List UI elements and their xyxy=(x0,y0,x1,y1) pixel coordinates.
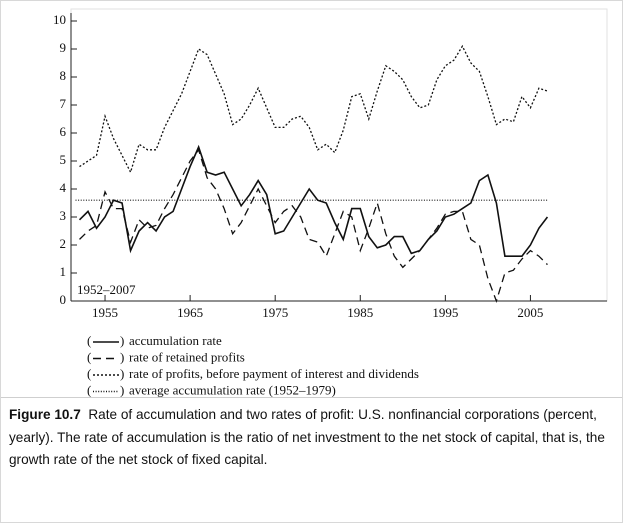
series-line xyxy=(78,144,549,257)
legend-paren: ) xyxy=(120,333,124,348)
y-tick-label: 3 xyxy=(60,208,67,223)
annotation: 1952–2007 xyxy=(77,282,136,297)
y-tick-label: 8 xyxy=(60,68,67,83)
legend-label: average accumulation rate (1952–1979) xyxy=(129,382,336,397)
y-tick-label: 1 xyxy=(60,264,67,279)
y-tick-label: 7 xyxy=(60,96,67,111)
legend-paren: ( xyxy=(87,333,91,348)
legend-label: accumulation rate xyxy=(129,333,222,348)
legend-label: rate of retained profits xyxy=(129,349,245,364)
chart: 0 1 2 3 4 5 6 7 8 9 10 1955 1965 1975 1985 1995 2005 1952… xyxy=(53,8,608,397)
legend-paren: ( xyxy=(87,382,91,397)
y-tick-label: 9 xyxy=(60,40,67,55)
x-tick-label: 1965 xyxy=(177,305,203,320)
legend-paren: ) xyxy=(120,366,124,381)
y-tick-label: 4 xyxy=(60,180,67,195)
y-tick-label: 0 xyxy=(60,292,67,307)
y-tick-label: 5 xyxy=(60,152,67,167)
x-tick-label: 1955 xyxy=(92,305,118,320)
y-tick-label: 2 xyxy=(60,236,67,251)
caption: Figure 10.7 Rate of accumulation and two… xyxy=(1,397,622,478)
caption-text: Rate of accumulation and two rates of pr… xyxy=(9,407,605,468)
x-tick-label: 2005 xyxy=(517,305,543,320)
legend-paren: ( xyxy=(87,349,91,364)
x-tick-label: 1985 xyxy=(347,305,373,320)
legend-label: rate of profits, before payment of inter… xyxy=(129,366,419,381)
y-tick-label: 6 xyxy=(60,124,67,139)
x-tick-label: 1995 xyxy=(432,305,458,320)
plot-frame xyxy=(70,8,608,302)
x-tick-label: 1975 xyxy=(262,305,288,320)
legend-paren: ( xyxy=(87,366,91,381)
caption-label: Figure 10.7 xyxy=(9,407,81,422)
legend-paren: ) xyxy=(120,349,124,364)
y-tick-label: 10 xyxy=(53,12,66,27)
legend-paren: ) xyxy=(120,382,124,397)
series-line xyxy=(79,148,548,304)
series-line xyxy=(79,44,548,174)
